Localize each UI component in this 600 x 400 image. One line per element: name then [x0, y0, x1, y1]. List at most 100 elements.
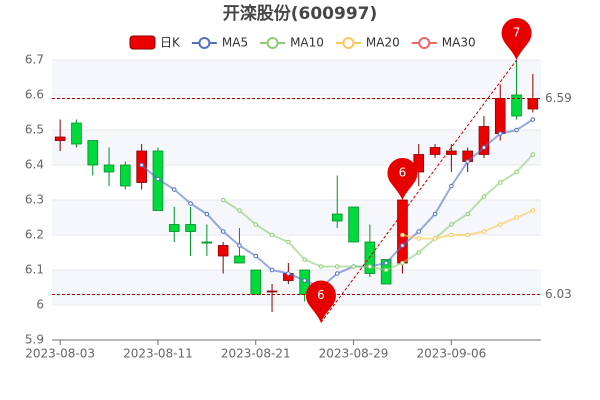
y-tick-label: 6.5: [25, 123, 44, 137]
ma-point: [400, 243, 405, 248]
ma-point: [286, 239, 291, 245]
legend-marker: [198, 37, 211, 49]
y-tick-label: 5.9: [25, 333, 44, 347]
candle-body: [185, 224, 196, 232]
y-tick-label: 6.7: [25, 53, 44, 67]
ma-point: [204, 211, 210, 217]
y-tick-label: 6.2: [25, 228, 44, 242]
ma-point: [497, 180, 503, 185]
ma-point: [432, 211, 438, 217]
ma-point: [400, 260, 405, 266]
grid-band: [52, 270, 541, 305]
ma-point: [351, 264, 356, 269]
candle-body: [331, 213, 343, 222]
candle-body: [446, 150, 457, 155]
legend-label: MA20: [366, 36, 400, 50]
ma-point: [253, 253, 259, 259]
ma-point: [139, 162, 144, 168]
ma-point: [155, 176, 161, 182]
candle-body: [511, 94, 522, 117]
legend-marker: [266, 37, 279, 49]
ma-point: [269, 232, 275, 238]
ma-point: [481, 229, 487, 234]
ma-point: [302, 278, 307, 283]
ma-point: [400, 232, 405, 238]
ma-point: [367, 264, 373, 269]
candle-body: [494, 98, 506, 134]
ma-point: [514, 169, 519, 175]
mark-pin-label: 6: [399, 166, 407, 180]
legend-label: 日K: [160, 36, 181, 50]
mark-pin: [305, 280, 336, 323]
x-tick-label: 2023-09-06: [416, 347, 486, 361]
candle-body: [250, 269, 262, 295]
candle-body: [397, 199, 408, 264]
ma-point: [481, 145, 487, 150]
candle-body: [120, 164, 131, 187]
candle-body: [429, 147, 441, 155]
ma-point: [481, 194, 487, 199]
ma-point: [530, 117, 536, 122]
ma-point: [530, 152, 536, 157]
ma-point: [449, 232, 454, 238]
x-tick-label: 2023-08-03: [25, 347, 95, 361]
ma-point: [318, 264, 324, 269]
mark-pin: [501, 18, 532, 60]
candle-body: [87, 140, 99, 166]
ma-point: [237, 208, 242, 213]
ma-point: [220, 229, 226, 234]
ma-point: [253, 222, 259, 227]
ma-point: [432, 236, 438, 241]
y-tick-label: 6.3: [25, 193, 44, 207]
mark-pin-label: 7: [513, 26, 521, 40]
chart-title: 开滦股份(600997): [223, 3, 378, 24]
y-tick-label: 6: [36, 298, 44, 312]
ma-point: [416, 250, 422, 255]
x-tick-label: 2023-08-11: [123, 347, 193, 361]
grid-band: [52, 200, 541, 235]
candle-body: [71, 122, 82, 145]
ma-line: [222, 153, 534, 272]
legend-label: MA30: [442, 36, 476, 50]
ma-point: [383, 267, 389, 273]
candle-body: [54, 136, 66, 141]
x-tick-label: 2023-08-21: [221, 347, 291, 361]
ma-point: [465, 232, 470, 238]
ma-point: [383, 260, 389, 266]
candle-body: [217, 245, 229, 257]
ma-point: [334, 271, 340, 276]
legend-label: MA5: [222, 36, 248, 50]
candle-body: [103, 164, 115, 173]
mark-line-label: 6.03: [545, 287, 572, 301]
ma-point: [449, 183, 454, 189]
candle-body: [201, 241, 213, 244]
ma-point: [237, 243, 242, 248]
ma-point: [269, 267, 275, 273]
y-tick-label: 6.6: [25, 88, 44, 102]
ma-point: [286, 271, 291, 276]
mark-pin: [387, 158, 418, 200]
legend-marker: [418, 37, 431, 49]
grid-band: [52, 60, 541, 95]
legend-label: MA10: [290, 36, 324, 50]
candle-body: [266, 290, 278, 293]
ma-point: [514, 127, 519, 133]
trend-line: [320, 59, 517, 323]
ma-point: [416, 229, 422, 234]
ma-point: [334, 264, 340, 269]
ma-point: [220, 197, 226, 203]
ma-point: [465, 211, 470, 217]
ma-point: [416, 236, 422, 241]
ma-point: [302, 257, 307, 262]
legend-marker: [342, 37, 355, 49]
ma-point: [171, 187, 177, 192]
x-tick-label: 2023-08-29: [319, 347, 389, 361]
y-tick-label: 6.4: [25, 158, 44, 172]
candle-body: [527, 98, 539, 110]
ma-point: [465, 159, 470, 164]
ma-point: [514, 215, 519, 220]
candle-body: [234, 255, 245, 264]
y-tick-label: 6.1: [25, 263, 44, 277]
